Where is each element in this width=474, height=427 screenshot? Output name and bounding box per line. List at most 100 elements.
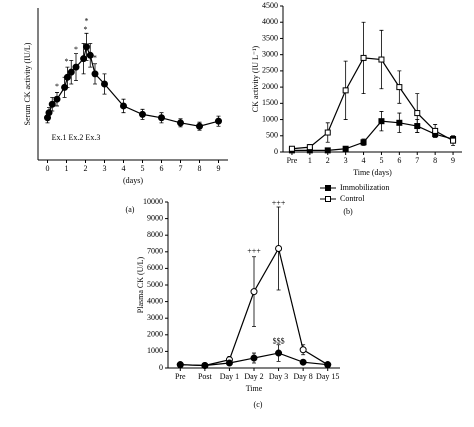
legend-label: Immobilization	[340, 183, 389, 192]
marker	[414, 110, 421, 117]
annotation: $$$	[273, 336, 285, 345]
marker	[63, 73, 71, 81]
marker	[53, 95, 61, 103]
y-tick-label: 3000	[147, 313, 163, 322]
marker	[299, 346, 307, 354]
y-tick-label: 1000	[147, 346, 163, 355]
marker	[324, 129, 331, 136]
x-tick-label: Pre	[175, 372, 186, 381]
x-tick-label: 6	[397, 156, 401, 165]
annotation: *	[55, 82, 59, 91]
marker	[48, 100, 56, 108]
x-tick-label: 5	[379, 156, 383, 165]
y-tick-label: 5000	[147, 280, 163, 289]
annotation: +++	[247, 247, 261, 256]
marker	[139, 110, 146, 118]
x-tick-label: 1	[308, 156, 312, 165]
marker	[275, 244, 283, 252]
x-axis-label: (days)	[123, 176, 143, 185]
legend-marker	[325, 196, 331, 202]
marker	[250, 354, 258, 362]
series-line	[291, 57, 454, 150]
marker	[396, 84, 403, 91]
x-tick-label: 3	[103, 164, 107, 173]
panel-label: (a)	[126, 205, 135, 214]
marker	[396, 119, 403, 126]
x-tick-label: Day 15	[316, 372, 339, 381]
marker	[67, 68, 75, 76]
x-tick-label: 7	[179, 164, 183, 173]
marker	[324, 147, 331, 154]
marker	[288, 145, 295, 152]
marker	[342, 145, 349, 152]
annotation: +++	[272, 198, 286, 207]
y-tick-label: 3500	[262, 33, 278, 42]
x-tick-label: 4	[122, 164, 126, 173]
marker	[225, 359, 233, 367]
y-tick-label: 0	[274, 147, 278, 156]
x-tick-label: 9	[451, 156, 455, 165]
y-tick-label: 9000	[147, 213, 163, 222]
x-tick-label: Pre	[287, 156, 298, 165]
marker	[80, 55, 88, 63]
y-tick-label: 4000	[147, 296, 163, 305]
x-tick-label: Day 3	[269, 372, 288, 381]
marker	[158, 114, 165, 122]
marker	[378, 56, 385, 63]
marker	[324, 361, 332, 369]
x-tick-label: 5	[141, 164, 145, 173]
marker	[86, 51, 94, 59]
panel-label: (c)	[254, 400, 263, 409]
marker	[342, 87, 349, 94]
legend-marker	[325, 185, 331, 191]
marker	[177, 119, 184, 127]
annotation: *	[84, 25, 88, 34]
y-tick-label: 10000	[143, 197, 163, 206]
marker	[275, 349, 283, 357]
marker	[299, 358, 307, 366]
x-tick-label: 1	[65, 164, 69, 173]
marker	[450, 137, 457, 144]
annotation: Ex.1 Ex.2 Ex.3	[52, 133, 101, 142]
marker	[120, 102, 127, 110]
x-axis-label: Time	[246, 384, 263, 393]
marker	[101, 80, 108, 88]
x-tick-label: 2	[84, 164, 88, 173]
x-tick-label: 6	[160, 164, 164, 173]
marker	[201, 362, 209, 370]
x-tick-label: Day 1	[220, 372, 239, 381]
x-tick-label: 9	[217, 164, 221, 173]
x-tick-label: Day 2	[244, 372, 263, 381]
annotation: *	[65, 57, 69, 66]
x-tick-label: 8	[433, 156, 437, 165]
marker	[360, 139, 367, 146]
y-tick-label: 4500	[262, 1, 278, 10]
y-tick-label: 3000	[262, 49, 278, 58]
marker	[72, 63, 80, 71]
y-tick-label: 1500	[262, 98, 278, 107]
marker	[196, 122, 203, 130]
y-tick-label: 1000	[262, 114, 278, 123]
x-tick-label: Post	[198, 372, 213, 381]
marker	[360, 54, 367, 61]
y-tick-label: 500	[266, 131, 278, 140]
y-tick-label: 7000	[147, 247, 163, 256]
marker	[215, 117, 222, 125]
marker	[306, 144, 313, 151]
x-tick-label: 4	[362, 156, 366, 165]
x-tick-label: 8	[198, 164, 202, 173]
marker	[82, 43, 90, 51]
y-axis-label: Plasma CK (U/L)	[136, 256, 145, 313]
marker	[432, 127, 439, 134]
marker	[45, 109, 53, 117]
x-axis-label: Time (days)	[353, 168, 392, 177]
y-axis-label: Serum CK activity (IU/L)	[23, 42, 32, 125]
panel-label: (b)	[343, 207, 353, 216]
x-tick-label: Day 8	[293, 372, 312, 381]
legend-label: Control	[340, 194, 365, 203]
x-tick-label: 7	[415, 156, 419, 165]
series-line	[46, 44, 219, 127]
annotation: *	[84, 16, 88, 25]
marker	[250, 288, 258, 296]
